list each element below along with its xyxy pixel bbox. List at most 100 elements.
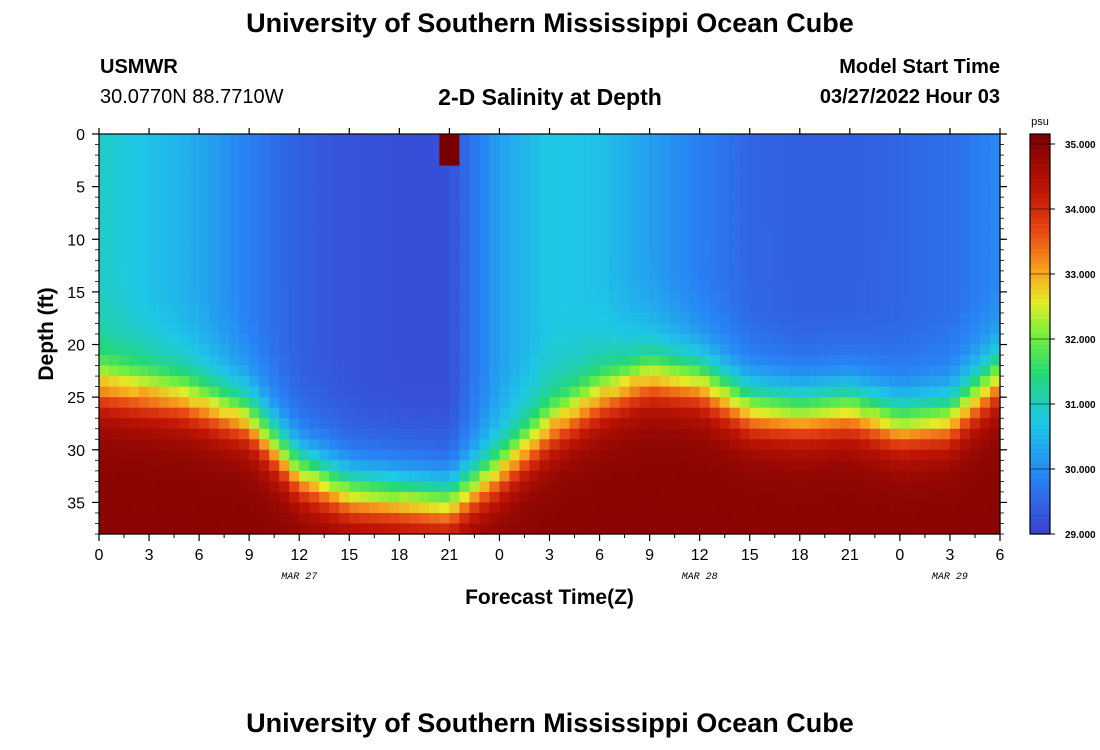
heatmap-cell [209,428,220,440]
colorbar-tick-label: 31.000 [1065,400,1096,411]
heatmap-cell [229,323,240,335]
heatmap-cell [979,355,991,367]
heatmap-cell [109,239,120,251]
heatmap-cell [669,197,681,209]
heatmap-cell [939,291,951,304]
heatmap-cell [269,418,280,430]
colorbar-cell [1030,444,1050,450]
heatmap-cell [159,376,170,388]
heatmap-cell [149,502,160,514]
heatmap-cell [809,428,821,440]
heatmap-cell [289,512,300,525]
heatmap-cell [679,302,691,314]
heatmap-cell [579,165,591,177]
heatmap-cell [649,186,661,198]
heatmap-cell [119,165,130,177]
heatmap-cell [169,239,180,251]
heatmap-cell [639,439,651,451]
heatmap-cell [249,165,260,177]
heatmap-cell [239,460,250,472]
heatmap-cell [269,176,280,188]
heatmap-cell [849,197,861,209]
heatmap-cell [129,144,140,156]
heatmap-cell [309,144,320,156]
heatmap-cell [589,186,601,198]
heatmap-cell [409,186,420,198]
heatmap-cell [669,291,681,304]
heatmap-cell [599,176,611,188]
heatmap-cell [649,449,661,461]
heatmap-cell [899,312,911,325]
heatmap-cell [649,218,661,230]
heatmap-cell [259,523,270,535]
heatmap-cell [159,270,170,282]
heatmap-cell [799,165,811,177]
heatmap-cell [289,155,300,167]
heatmap-cell [549,197,561,209]
heatmap-cell [299,302,310,314]
heatmap-cell [639,302,651,314]
heatmap-cell [569,376,581,388]
heatmap-cell [149,428,160,440]
heatmap-cell [159,291,170,304]
heatmap-cell [849,186,861,198]
heatmap-cell [249,207,260,219]
heatmap-cell [839,355,851,367]
heatmap-cell [559,291,571,304]
heatmap-cell [239,260,250,272]
colorbar-cell [1030,294,1050,300]
heatmap-cell [979,344,991,356]
chart-title: 2-D Salinity at Depth [438,84,662,110]
heatmap-cell [249,270,260,282]
heatmap-cell [359,334,370,346]
heatmap-cell [539,155,551,167]
heatmap-cell [269,470,280,482]
heatmap-cell [769,291,781,304]
heatmap-cell [639,249,651,261]
heatmap-cell [689,407,701,419]
heatmap-cell [609,439,621,451]
heatmap-cell [789,239,801,251]
heatmap-cell [359,460,370,472]
heatmap-cell [489,270,501,282]
station-coordinates: 30.0770N 88.7710W [100,86,284,108]
heatmap-cell [869,386,881,398]
heatmap-cell [99,344,110,356]
heatmap-cell [459,491,471,504]
heatmap-cell [349,239,360,251]
heatmap-cell [779,491,791,504]
heatmap-cell [819,270,831,282]
heatmap-cell [229,312,240,325]
heatmap-cell [159,302,170,314]
heatmap-cell [119,428,130,440]
heatmap-cell [399,323,410,335]
heatmap-cell [629,270,641,282]
heatmap-cell [419,281,430,293]
heatmap-cell [469,207,481,219]
heatmap-cell [899,397,911,409]
heatmap-cell [989,439,1001,451]
heatmap-cell [949,355,961,367]
heatmap-cell [879,334,891,346]
heatmap-cell [159,344,170,356]
heatmap-cell [869,418,881,430]
heatmap-cell [809,470,821,482]
heatmap-cell [909,334,921,346]
heatmap-cell [609,470,621,482]
heatmap-cell [179,218,190,230]
heatmap-cell [439,439,450,451]
heatmap-cell [229,291,240,304]
heatmap-cell [109,312,120,325]
heatmap-cell [519,260,531,272]
heatmap-cell [639,323,651,335]
heatmap-cell [599,323,611,335]
heatmap-cell [709,386,721,398]
heatmap-cell [479,407,491,419]
heatmap-cell [519,491,531,504]
heatmap-cell [729,418,741,430]
heatmap-cell [259,449,270,461]
heatmap-cell [899,491,911,504]
heatmap-cell [609,302,621,314]
heatmap-cell [359,365,370,377]
heatmap-cell [539,407,551,419]
